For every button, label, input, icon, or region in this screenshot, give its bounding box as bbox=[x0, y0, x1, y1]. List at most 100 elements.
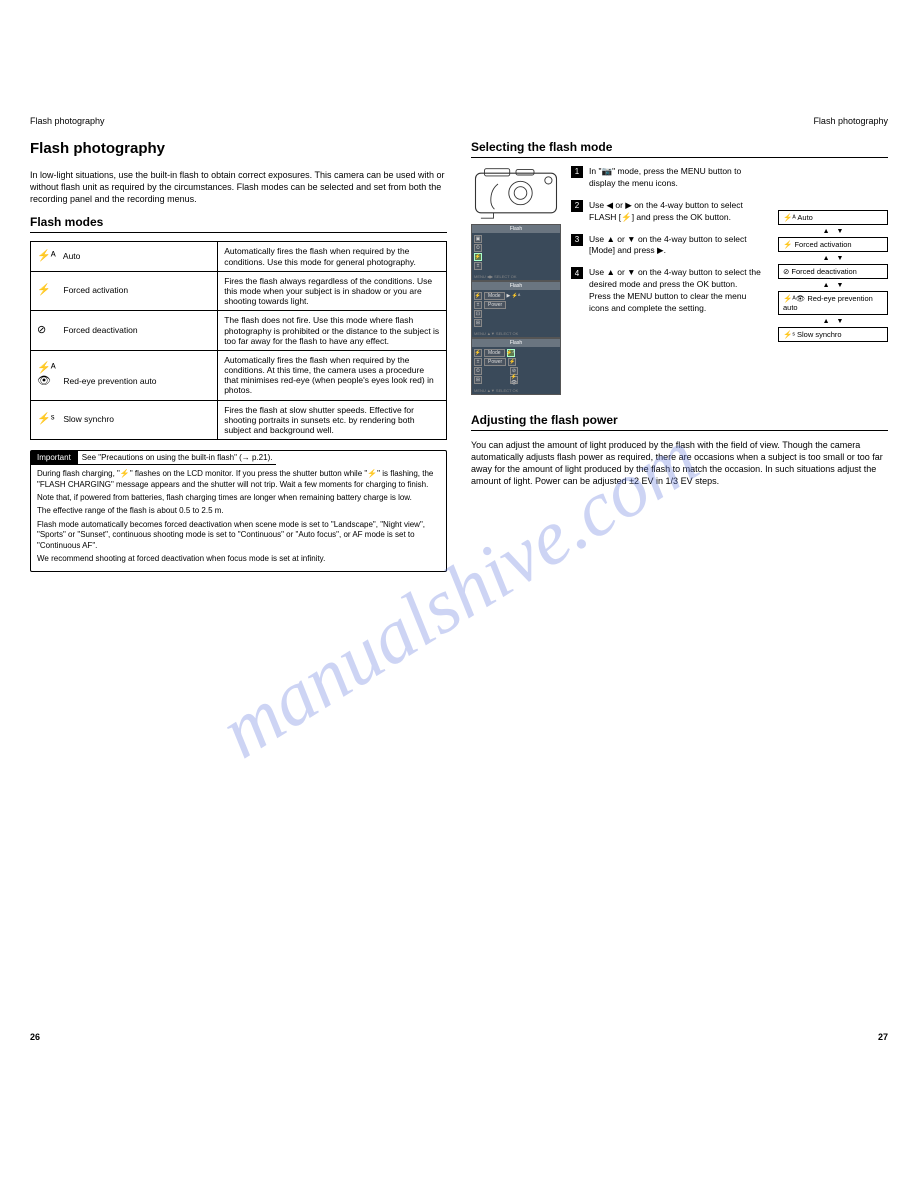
mode-option-icon: ⚡👁 bbox=[510, 376, 518, 384]
camera-diagram bbox=[471, 166, 561, 220]
flow-arrows-icon: ▲ ▼ bbox=[778, 253, 888, 263]
section-heading: Adjusting the flash power bbox=[471, 413, 888, 431]
mode-label: Auto bbox=[63, 251, 81, 261]
note-item: Flash mode automatically becomes forced … bbox=[37, 520, 440, 551]
header-page-label: Flash photography bbox=[30, 116, 105, 126]
camera-body-icon bbox=[471, 166, 561, 220]
mode-desc: Fires the flash always regardless of the… bbox=[218, 271, 447, 311]
flash-menu-icon: ⚡ bbox=[474, 253, 482, 261]
menu-icon: ⏲ bbox=[474, 244, 482, 252]
lcd-screenshot: Flash ⚡ Mode ▶ ⚡ᴬ ± Power ⊡ ⊞ MENU ▲▼ SE… bbox=[471, 281, 561, 338]
lcd-title: Flash bbox=[472, 225, 560, 233]
step-subtext: Press the MENU button to clear the menu … bbox=[589, 291, 746, 313]
step-number-icon: 1 bbox=[571, 166, 583, 178]
menu-icon: ⊡ bbox=[474, 310, 482, 318]
menu-icon: ⚡ bbox=[474, 292, 482, 300]
left-page: Flash photography Flash photography In l… bbox=[30, 140, 447, 572]
page-spread: Flash photography Flash photography In l… bbox=[0, 0, 918, 612]
menu-icon: ± bbox=[474, 358, 482, 366]
mode-option: ⚡ᴬ Auto bbox=[778, 210, 888, 225]
flash-slow-sync-icon: ⚡ˢ bbox=[37, 413, 61, 426]
menu-icon: ± bbox=[474, 262, 482, 270]
mode-option: ⊘ Forced deactivation bbox=[778, 264, 888, 279]
flash-off-icon: ⊘ bbox=[37, 324, 61, 337]
note-item: Note that, if powered from batteries, fl… bbox=[37, 493, 440, 503]
mode-option: ⚡ˢ Slow synchro bbox=[778, 327, 888, 342]
step-text: " mode, press the MENU button to display… bbox=[589, 166, 741, 188]
table-row: ⊘ Forced deactivation The flash does not… bbox=[31, 311, 447, 351]
note-item: The effective range of the flash is abou… bbox=[37, 506, 440, 516]
mode-label: Forced activation bbox=[63, 285, 128, 295]
illustration-column: Flash ▣ ⏲ ⚡ ± MENU ◀▶ SELECT OK Flash ⚡ … bbox=[471, 166, 561, 395]
flash-auto-icon: ⚡ᴬ bbox=[37, 250, 61, 263]
step: 2 Use ◀ or ▶ on the 4-way button to sele… bbox=[571, 200, 768, 224]
instruction-steps: 1 In "📷" mode, press the MENU button to … bbox=[571, 166, 768, 395]
mode-label: Forced activation bbox=[794, 240, 851, 249]
step-text: Use ▲ or ▼ on the 4-way button to select… bbox=[589, 234, 768, 258]
intro-paragraph: In low-light situations, use the built-i… bbox=[30, 169, 447, 205]
power-pill: Power bbox=[484, 358, 506, 366]
step-number-icon: 2 bbox=[571, 200, 583, 212]
mode-label: Forced deactivation bbox=[791, 267, 856, 276]
mode-label: Forced deactivation bbox=[63, 325, 137, 335]
table-row: ⚡ᴬ👁 Red-eye prevention auto Automaticall… bbox=[31, 350, 447, 400]
page-number: 26 bbox=[30, 1032, 40, 1042]
flash-power-section: Adjusting the flash power You can adjust… bbox=[471, 413, 888, 488]
flash-redeye-icon: ⚡ᴬ👁 bbox=[37, 362, 61, 388]
mode-label: Auto bbox=[797, 213, 812, 222]
flash-forced-on-icon: ⚡ bbox=[37, 284, 61, 297]
flash-mode-flow: ⚡ᴬ Auto ▲ ▼ ⚡ Forced activation ▲ ▼ ⊘ Fo… bbox=[778, 166, 888, 395]
mode-pill: Mode bbox=[484, 349, 505, 357]
mode-label: Red-eye prevention auto bbox=[63, 376, 156, 386]
table-row: ⚡ Forced activation Fires the flash alwa… bbox=[31, 271, 447, 311]
flash-modes-table: ⚡ᴬ Auto Automatically fires the flash wh… bbox=[30, 241, 447, 440]
flow-arrows-icon: ▲ ▼ bbox=[778, 280, 888, 290]
mode-label: Slow synchro bbox=[797, 330, 842, 339]
page-number: 27 bbox=[878, 1032, 888, 1042]
mode-option: ⚡ᴬ👁 Red-eye prevention auto bbox=[778, 291, 888, 315]
notes-reference: See "Precautions on using the built-in f… bbox=[77, 451, 277, 465]
step-number-icon: 3 bbox=[571, 234, 583, 246]
flash-auto-icon: ⚡ᴬ bbox=[783, 213, 796, 222]
page-title: Flash photography bbox=[30, 140, 447, 157]
section-body: You can adjust the amount of light produ… bbox=[471, 439, 888, 488]
step: 3 Use ▲ or ▼ on the 4-way button to sele… bbox=[571, 234, 768, 258]
step-text: Use ◀ or ▶ on the 4-way button to select… bbox=[589, 200, 768, 224]
step: 1 In "📷" mode, press the MENU button to … bbox=[571, 166, 768, 190]
important-badge: Important bbox=[31, 451, 77, 465]
mode-option-icon: ⚡ bbox=[508, 358, 516, 366]
mode-desc: Automatically fires the flash when requi… bbox=[218, 350, 447, 400]
power-pill: Power bbox=[484, 301, 506, 309]
table-row: ⚡ᴬ Auto Automatically fires the flash wh… bbox=[31, 242, 447, 271]
step: 4 Use ▲ or ▼ on the 4-way button to sele… bbox=[571, 267, 768, 315]
flow-arrows-icon: ▲ ▼ bbox=[778, 316, 888, 326]
camera-icon: 📷 bbox=[601, 166, 612, 176]
mode-desc: Fires the flash at slow shutter speeds. … bbox=[218, 400, 447, 440]
mode-option-icon: ⚡ᴬ bbox=[507, 349, 515, 357]
mode-desc: The flash does not fire. Use this mode w… bbox=[218, 311, 447, 351]
mode-option: ⚡ Forced activation bbox=[778, 237, 888, 252]
step-text: In " bbox=[589, 166, 601, 176]
table-row: ⚡ˢ Slow synchro Fires the flash at slow … bbox=[31, 400, 447, 440]
mode-desc: Automatically fires the flash when requi… bbox=[218, 242, 447, 271]
flash-forced-on-icon: ⚡ bbox=[783, 240, 792, 249]
step-text: Use ▲ or ▼ on the 4-way button to select… bbox=[589, 267, 761, 289]
section-heading: Selecting the flash mode bbox=[471, 140, 888, 158]
note-item: We recommend shooting at forced deactiva… bbox=[37, 554, 440, 564]
note-item: During flash charging, "⚡" flashes on th… bbox=[37, 469, 440, 490]
menu-icon: ⚡ bbox=[474, 349, 482, 357]
lcd-title: Flash bbox=[472, 339, 560, 347]
flow-arrows-icon: ▲ ▼ bbox=[778, 226, 888, 236]
menu-icon: ▣ bbox=[474, 235, 482, 243]
menu-icon: ± bbox=[474, 301, 482, 309]
important-notes-box: Important See "Precautions on using the … bbox=[30, 450, 447, 572]
menu-icon: ⊞ bbox=[474, 319, 482, 327]
section-heading: Flash modes bbox=[30, 215, 447, 233]
flash-slow-sync-icon: ⚡ˢ bbox=[783, 330, 795, 339]
mode-pill: Mode bbox=[484, 292, 505, 300]
lcd-screenshot: Flash ▣ ⏲ ⚡ ± MENU ◀▶ SELECT OK bbox=[471, 224, 561, 281]
menu-icon: ⊞ bbox=[474, 376, 482, 384]
right-page: Flash photography Selecting the flash mo… bbox=[471, 140, 888, 572]
step-number-icon: 4 bbox=[571, 267, 583, 279]
header-page-label: Flash photography bbox=[813, 116, 888, 126]
